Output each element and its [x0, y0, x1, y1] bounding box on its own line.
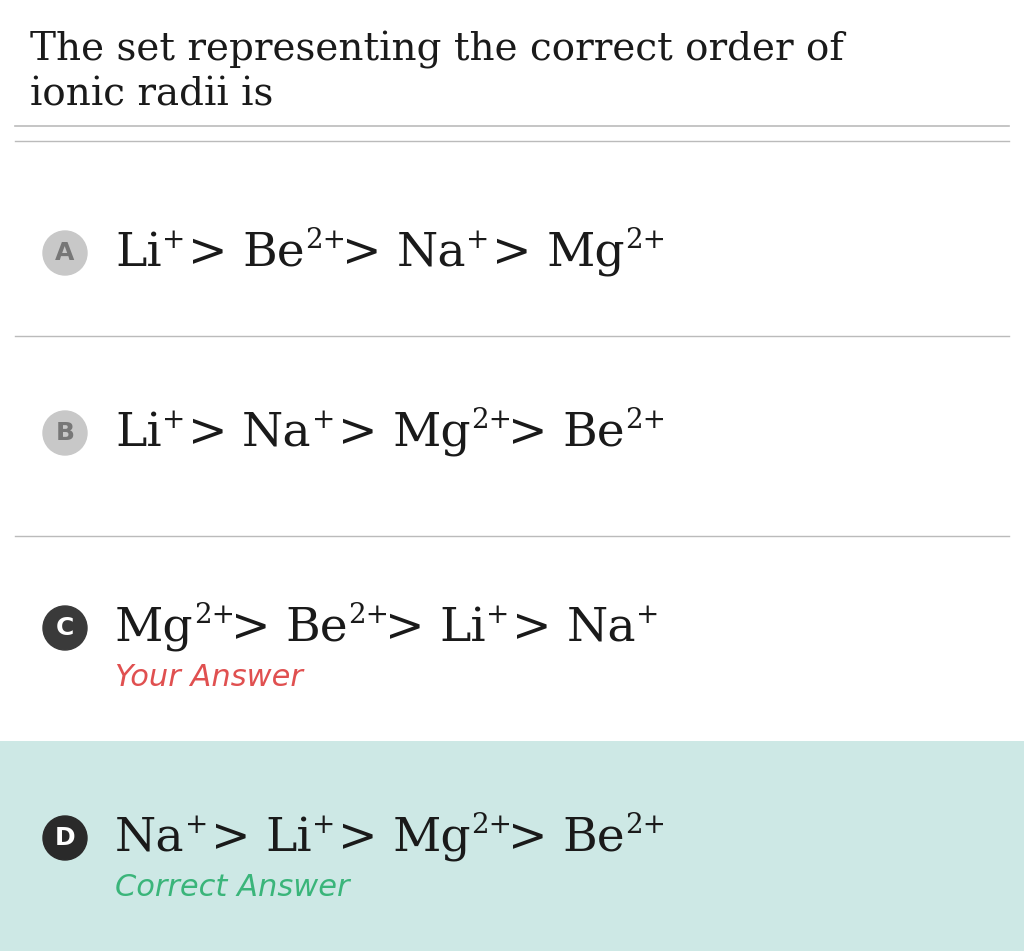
- Text: +: +: [312, 407, 335, 434]
- Text: Be: Be: [563, 815, 626, 861]
- Text: >: >: [497, 606, 566, 650]
- Text: 2+: 2+: [626, 226, 667, 254]
- Text: 2+: 2+: [626, 407, 667, 434]
- Text: D: D: [54, 826, 76, 850]
- Text: >: >: [323, 411, 392, 456]
- Text: Mg: Mg: [115, 606, 194, 650]
- Text: 2+: 2+: [471, 407, 512, 434]
- Text: +: +: [486, 602, 510, 629]
- Circle shape: [43, 816, 87, 860]
- Text: Na: Na: [396, 230, 466, 276]
- Text: Li: Li: [115, 411, 162, 456]
- Text: Be: Be: [286, 606, 348, 650]
- Text: B: B: [55, 421, 75, 445]
- Text: The set representing the correct order of: The set representing the correct order o…: [30, 31, 844, 69]
- Text: +: +: [636, 602, 659, 629]
- Text: Your Answer: Your Answer: [115, 664, 303, 692]
- Text: >: >: [477, 230, 547, 276]
- Text: >: >: [196, 815, 265, 861]
- FancyBboxPatch shape: [0, 741, 1024, 951]
- Text: +: +: [466, 226, 489, 254]
- Text: A: A: [55, 241, 75, 265]
- Text: Na: Na: [566, 606, 636, 650]
- Text: ionic radii is: ionic radii is: [30, 76, 273, 113]
- Text: Mg: Mg: [392, 411, 471, 456]
- Circle shape: [43, 231, 87, 275]
- Text: >: >: [370, 606, 439, 650]
- Text: Li: Li: [265, 815, 312, 861]
- Text: >: >: [323, 815, 392, 861]
- Text: >: >: [494, 815, 563, 861]
- Text: >: >: [173, 230, 243, 276]
- Text: 2+: 2+: [471, 811, 512, 839]
- Text: Correct Answer: Correct Answer: [115, 874, 349, 902]
- Text: +: +: [312, 811, 335, 839]
- Circle shape: [43, 411, 87, 455]
- Text: +: +: [162, 226, 185, 254]
- Circle shape: [43, 606, 87, 650]
- Text: Na: Na: [243, 411, 312, 456]
- Text: >: >: [327, 230, 396, 276]
- Text: >: >: [494, 411, 563, 456]
- Text: >: >: [216, 606, 286, 650]
- Text: Mg: Mg: [392, 815, 471, 861]
- Text: Be: Be: [563, 411, 626, 456]
- Text: C: C: [56, 616, 74, 640]
- Text: +: +: [162, 407, 185, 434]
- Text: +: +: [184, 811, 208, 839]
- Text: 2+: 2+: [305, 226, 346, 254]
- Text: Na: Na: [115, 815, 184, 861]
- Text: Li: Li: [439, 606, 486, 650]
- Text: 2+: 2+: [348, 602, 389, 629]
- Text: Mg: Mg: [547, 230, 626, 276]
- Text: Be: Be: [243, 230, 305, 276]
- Text: 2+: 2+: [194, 602, 234, 629]
- Text: >: >: [173, 411, 243, 456]
- Text: Li: Li: [115, 230, 162, 276]
- Text: 2+: 2+: [626, 811, 667, 839]
